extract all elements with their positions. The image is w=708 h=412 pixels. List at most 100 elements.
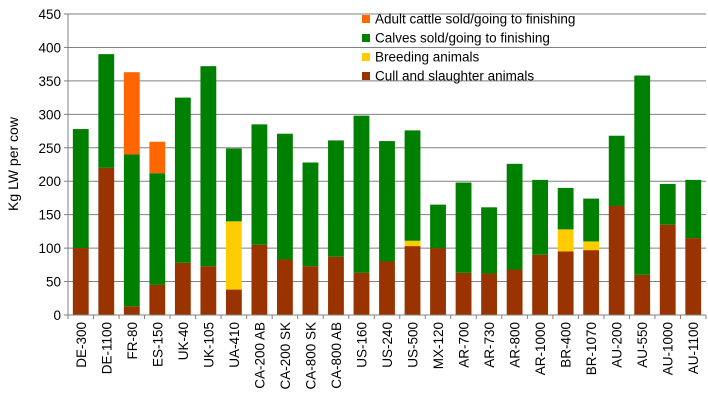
bar-segment-calves-sold-going-to-finishing — [353, 115, 370, 273]
x-tick-label: DE-300 — [74, 322, 89, 368]
bar-segment-calves-sold-going-to-finishing — [481, 207, 497, 274]
legend-label: Cull and slaughter animals — [375, 69, 534, 84]
x-tick-label: FR-80 — [125, 322, 140, 360]
x-tick-label: UA-410 — [227, 322, 242, 368]
x-tick-label: BR-1070 — [584, 322, 599, 375]
x-tick-label: BR-400 — [559, 322, 574, 368]
bar-segment-cull-and-slaughter-animals — [532, 254, 549, 315]
bar-segment-calves-sold-going-to-finishing — [557, 187, 574, 230]
bar-segment-calves-sold-going-to-finishing — [404, 130, 421, 241]
bar-segment-cull-and-slaughter-animals — [353, 272, 370, 315]
bar-segment-cull-and-slaughter-animals — [72, 248, 89, 315]
bar-segment-cull-and-slaughter-animals — [557, 251, 574, 315]
bar-segment-cull-and-slaughter-animals — [481, 273, 497, 315]
bar-segment-cull-and-slaughter-animals — [659, 224, 676, 315]
bar-segment-adult-cattle-sold-going-to-finishing — [123, 72, 140, 155]
x-tick-label: MX-120 — [431, 322, 446, 369]
x-tick-label: AU-1100 — [686, 322, 701, 374]
y-tick-labels: 0 50 100 150 200 250 300 350 400 450 — [38, 7, 61, 323]
legend-label: Calves sold/going to finishing — [375, 31, 550, 46]
bar-segment-calves-sold-going-to-finishing — [302, 162, 319, 267]
bar-segment-breeding-animals — [225, 221, 242, 290]
y-tick-label: 350 — [38, 74, 61, 89]
bar-segment-calves-sold-going-to-finishing — [328, 140, 344, 257]
bar-segment-cull-and-slaughter-animals — [200, 266, 217, 315]
x-tick-label: CA-200 AB — [252, 322, 267, 389]
bar-segment-calves-sold-going-to-finishing — [277, 133, 293, 260]
x-tick-label: UK-40 — [176, 322, 191, 360]
bar-segment-cull-and-slaughter-animals — [608, 205, 625, 315]
bar-segment-calves-sold-going-to-finishing — [583, 198, 600, 242]
y-axis-title: Kg LW per cow — [5, 116, 21, 211]
x-tick-labels: DE-300 DE-1100 FR-80 ES-150 UK-40 UK-105 UA-41… — [74, 322, 701, 390]
bar-segment-calves-sold-going-to-finishing — [174, 97, 191, 263]
bar-segment-cull-and-slaughter-animals — [379, 261, 395, 315]
axes — [67, 14, 706, 316]
x-tick-label: DE-1100 — [99, 322, 114, 374]
bar-segment-calves-sold-going-to-finishing — [634, 75, 651, 275]
bar-segment-calves-sold-going-to-finishing — [72, 129, 89, 249]
bar-segment-breeding-animals — [404, 240, 421, 247]
bar-segment-calves-sold-going-to-finishing — [225, 148, 242, 222]
bar-segment-cull-and-slaughter-animals — [430, 248, 446, 315]
bar-segment-calves-sold-going-to-finishing — [251, 124, 268, 245]
bar-segment-breeding-animals — [583, 241, 600, 251]
bar-segment-calves-sold-going-to-finishing — [430, 204, 446, 249]
bar-segment-cull-and-slaughter-animals — [583, 250, 600, 315]
y-tick-label: 200 — [38, 174, 61, 189]
x-tick-label: AU-550 — [635, 322, 650, 368]
bar-segment-breeding-animals — [557, 229, 574, 252]
x-tick-label: ES-150 — [150, 322, 165, 367]
bar-segment-cull-and-slaughter-animals — [123, 306, 140, 315]
x-tick-label: AU-200 — [610, 322, 625, 368]
bar-segment-cull-and-slaughter-animals — [149, 284, 166, 315]
bar-segment-calves-sold-going-to-finishing — [379, 141, 395, 262]
bar-segment-cull-and-slaughter-animals — [634, 274, 651, 315]
x-tick-label: US-500 — [406, 322, 421, 368]
y-tick-label: 450 — [38, 7, 61, 22]
y-tick-label: 100 — [38, 241, 61, 256]
x-tick-label: CA-800 AB — [329, 322, 344, 389]
legend-label: Breeding animals — [375, 50, 480, 65]
bar-segment-calves-sold-going-to-finishing — [659, 183, 676, 225]
x-tick-label: AR-700 — [457, 322, 472, 368]
bar-segment-cull-and-slaughter-animals — [277, 259, 293, 315]
bar-segment-calves-sold-going-to-finishing — [608, 135, 625, 206]
x-tick-label: CA-800 SK — [303, 322, 318, 390]
x-tick-label: AU-1000 — [661, 322, 676, 375]
y-tick-label: 400 — [38, 40, 61, 55]
bar-segment-calves-sold-going-to-finishing — [532, 179, 549, 255]
bar-segment-cull-and-slaughter-animals — [328, 256, 344, 315]
legend-label: Adult cattle sold/going to finishing — [375, 12, 575, 27]
bar-segment-cull-and-slaughter-animals — [251, 244, 268, 315]
bar-segment-calves-sold-going-to-finishing — [455, 182, 472, 273]
x-tick-label: AR-730 — [482, 322, 497, 368]
bar-segment-cull-and-slaughter-animals — [98, 167, 115, 315]
x-tick-label: US-240 — [380, 322, 395, 368]
legend-swatch — [362, 34, 370, 42]
x-tick-label: CA-200 SK — [278, 322, 293, 390]
y-tick-label: 50 — [46, 275, 61, 290]
bar-segment-cull-and-slaughter-animals — [455, 272, 472, 315]
bars — [72, 54, 702, 315]
legend: Adult cattle sold/going to finishing Calv… — [362, 12, 575, 84]
y-tick-label: 0 — [53, 308, 61, 323]
bar-segment-calves-sold-going-to-finishing — [685, 179, 702, 239]
y-tick-label: 300 — [38, 107, 61, 122]
bar-segment-adult-cattle-sold-going-to-finishing — [149, 141, 166, 174]
bar-segment-calves-sold-going-to-finishing — [200, 66, 217, 267]
y-tick-label: 150 — [38, 208, 61, 223]
bar-segment-cull-and-slaughter-animals — [174, 262, 191, 315]
legend-swatch — [362, 53, 370, 61]
x-tick-label: UK-105 — [201, 322, 216, 368]
bar-segment-calves-sold-going-to-finishing — [98, 54, 115, 168]
bar-segment-calves-sold-going-to-finishing — [506, 163, 523, 270]
bar-segment-calves-sold-going-to-finishing — [123, 154, 140, 307]
bar-segment-cull-and-slaughter-animals — [685, 238, 702, 315]
bar-segment-cull-and-slaughter-animals — [302, 266, 319, 315]
x-tick-label: AR-800 — [508, 322, 523, 368]
bar-segment-cull-and-slaughter-animals — [404, 246, 421, 315]
x-tick-label: US-160 — [354, 322, 369, 368]
bar-segment-cull-and-slaughter-animals — [506, 269, 523, 315]
